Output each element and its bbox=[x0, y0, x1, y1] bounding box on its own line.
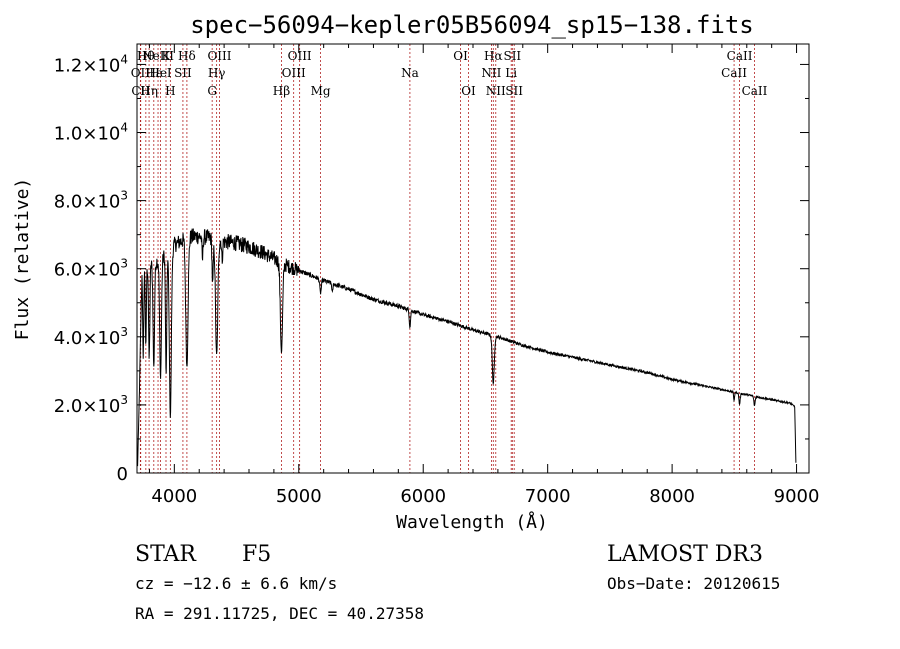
y-tick-mantissa: 8.0×10 bbox=[54, 192, 121, 213]
spectral-line-label: CaII bbox=[727, 49, 753, 63]
spectral-line-label: Hγ bbox=[208, 66, 226, 80]
object-class-label: STAR bbox=[135, 542, 197, 567]
spectral-line-label: SII bbox=[505, 84, 523, 98]
spectral-line-label: OIII bbox=[288, 49, 312, 63]
spectral-line-label: Li bbox=[505, 66, 517, 80]
obs-date-label: Obs−Date: 20120615 bbox=[607, 574, 780, 593]
y-tick-label: 1.0×104 bbox=[54, 121, 128, 145]
plot-frame bbox=[136, 43, 810, 474]
spectral-line-label: OI bbox=[453, 49, 468, 63]
y-tick-label: 0 bbox=[117, 464, 128, 485]
y-tick-label: 8.0×103 bbox=[54, 189, 128, 213]
spectral-line-label: HeI bbox=[149, 66, 172, 80]
spectral-line-label: NII bbox=[481, 66, 501, 80]
y-tick-mantissa: 1.0×10 bbox=[54, 124, 121, 145]
spectral-line-label: OII bbox=[131, 66, 151, 80]
spectral-line-label: SII bbox=[174, 66, 192, 80]
spectral-line-label: NeIII bbox=[142, 49, 174, 63]
spectral-line-labels: OII CII Hθ Hη Hε NeIII HeI K H SII Hδ G Hγ OIII Hβ OIII… bbox=[131, 49, 768, 98]
y-tick-exponent: 4 bbox=[120, 52, 128, 66]
y-tick-mantissa: 6.0×10 bbox=[54, 260, 121, 281]
x-tick-label: 5000 bbox=[276, 486, 322, 507]
y-tick-mantissa: 4.0×10 bbox=[54, 328, 121, 349]
spectral-line-label: G bbox=[207, 84, 217, 98]
spectral-line-label: Hε bbox=[145, 66, 162, 80]
spectral-line-label: NII bbox=[486, 84, 506, 98]
x-tick-label: 6000 bbox=[400, 486, 446, 507]
y-tick-mantissa: 2.0×10 bbox=[54, 396, 121, 417]
spectral-line-label: CaII bbox=[721, 66, 747, 80]
y-tick-exponent: 4 bbox=[120, 121, 128, 135]
y-tick-label: 2.0×103 bbox=[54, 393, 128, 417]
object-subclass-label: F5 bbox=[242, 542, 271, 567]
y-axis-ticks: 02.0×1034.0×1036.0×1038.0×1031.0×1041.2×… bbox=[54, 52, 809, 485]
spectral-line-label: OIII bbox=[282, 66, 306, 80]
y-tick-label: 6.0×103 bbox=[54, 257, 128, 281]
spectral-line-label: CII bbox=[131, 84, 150, 98]
y-tick-exponent: 3 bbox=[120, 189, 128, 203]
y-tick-mantissa: 0 bbox=[117, 464, 128, 485]
x-tick-label: 4000 bbox=[151, 486, 197, 507]
spectral-line-label: Hα bbox=[484, 49, 503, 63]
spectral-line-label: OIII bbox=[207, 49, 231, 63]
y-tick-exponent: 3 bbox=[120, 257, 128, 271]
spectral-line-label: SII bbox=[503, 49, 521, 63]
spectral-line-label: CaII bbox=[742, 84, 768, 98]
spectral-line-label: Hη bbox=[140, 84, 158, 98]
spectral-line-label: Hθ bbox=[137, 49, 155, 63]
y-tick-exponent: 3 bbox=[120, 393, 128, 407]
y-tick-label: 1.2×104 bbox=[54, 52, 128, 76]
spectral-line-label: OI bbox=[461, 84, 476, 98]
spectral-line-label: K bbox=[162, 49, 172, 63]
y-axis-label: Flux (relative) bbox=[12, 178, 33, 341]
y-tick-mantissa: 1.2×10 bbox=[54, 55, 121, 76]
y-tick-exponent: 3 bbox=[120, 325, 128, 339]
x-tick-label: 8000 bbox=[649, 486, 695, 507]
y-tick-label: 4.0×103 bbox=[54, 325, 128, 349]
spectral-line-label: H bbox=[165, 84, 175, 98]
redshift-label: cz = −12.6 ± 6.6 km/s bbox=[135, 574, 337, 593]
spectral-line-label: Hδ bbox=[178, 49, 196, 63]
spectral-line-markers bbox=[139, 44, 755, 473]
spectrum-series-line bbox=[137, 228, 797, 467]
spectral-line-label: Hβ bbox=[273, 84, 290, 98]
x-tick-label: 7000 bbox=[525, 486, 571, 507]
x-axis-ticks: 4000 5000 6000 7000 8000 9000 bbox=[148, 44, 820, 507]
x-tick-label: 9000 bbox=[774, 486, 820, 507]
coordinates-label: RA = 291.11725, DEC = 40.27358 bbox=[135, 604, 424, 623]
spectral-line-label: Na bbox=[401, 66, 419, 80]
x-axis-label: Wavelength (Å) bbox=[396, 511, 548, 533]
spectral-line-label: Mg bbox=[311, 84, 331, 98]
chart-title: spec−56094−kepler05B56094_sp15−138.fits bbox=[190, 11, 754, 39]
survey-label: LAMOST DR3 bbox=[607, 542, 763, 567]
